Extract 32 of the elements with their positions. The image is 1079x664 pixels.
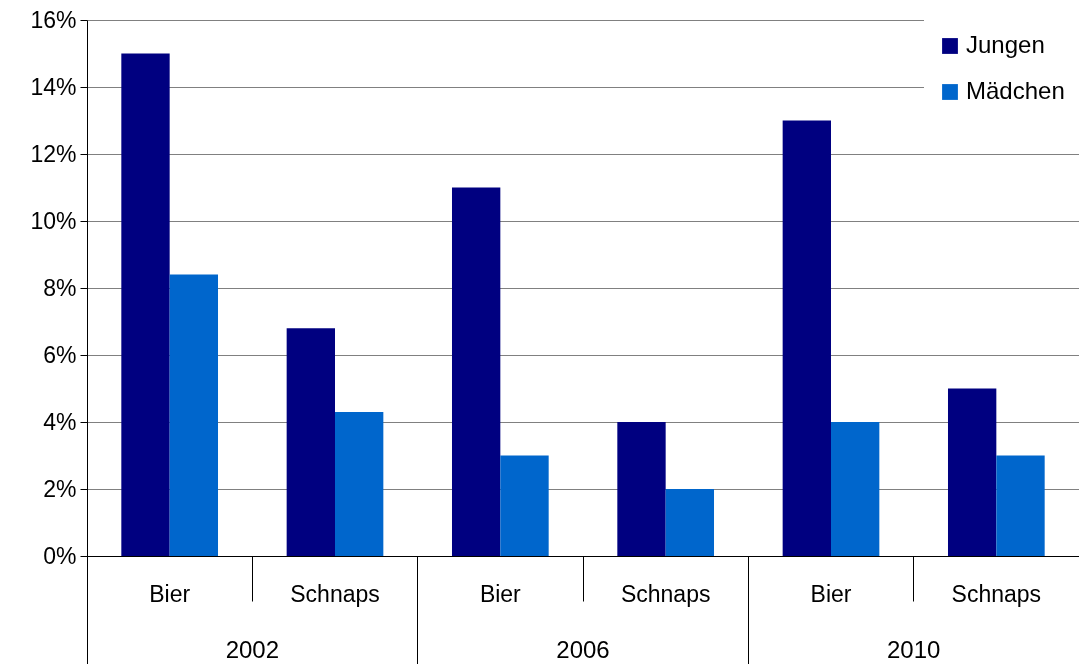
x-tick-label: Schnaps xyxy=(290,580,380,607)
y-tick-label: 6% xyxy=(43,341,77,368)
y-tick-label: 4% xyxy=(43,408,77,435)
text: 2002 xyxy=(225,636,280,663)
bar xyxy=(617,422,666,556)
text: 2010 xyxy=(886,636,941,663)
x-tick-label: Bier xyxy=(810,580,852,607)
y-tick-label: 0% xyxy=(43,542,77,569)
x-tick-label: Schnaps xyxy=(951,580,1042,607)
y-tick-label: 12% xyxy=(30,140,77,167)
legend-label: Jungen xyxy=(966,31,1045,58)
legend-label: Mädchen xyxy=(966,77,1065,104)
y-tick-label: 2% xyxy=(43,475,77,502)
x-tick-label: Bier xyxy=(479,580,522,607)
bar xyxy=(996,455,1045,556)
bar xyxy=(121,53,170,556)
bar xyxy=(782,120,831,556)
x-tick-label: Schnaps xyxy=(620,580,711,607)
bar xyxy=(500,455,549,556)
bar xyxy=(451,187,501,556)
x-tick-label: Bier xyxy=(149,580,191,607)
bar xyxy=(831,422,880,556)
bar xyxy=(665,489,715,556)
y-tick-label: 8% xyxy=(43,274,77,301)
bar xyxy=(335,411,384,556)
text: 2006 xyxy=(556,636,610,663)
bar xyxy=(947,388,997,556)
bar xyxy=(286,328,335,556)
y-tick-label: 14% xyxy=(30,73,77,100)
bar xyxy=(169,274,219,556)
y-tick-label: 10% xyxy=(30,207,77,234)
y-tick-label: 16% xyxy=(30,6,77,33)
